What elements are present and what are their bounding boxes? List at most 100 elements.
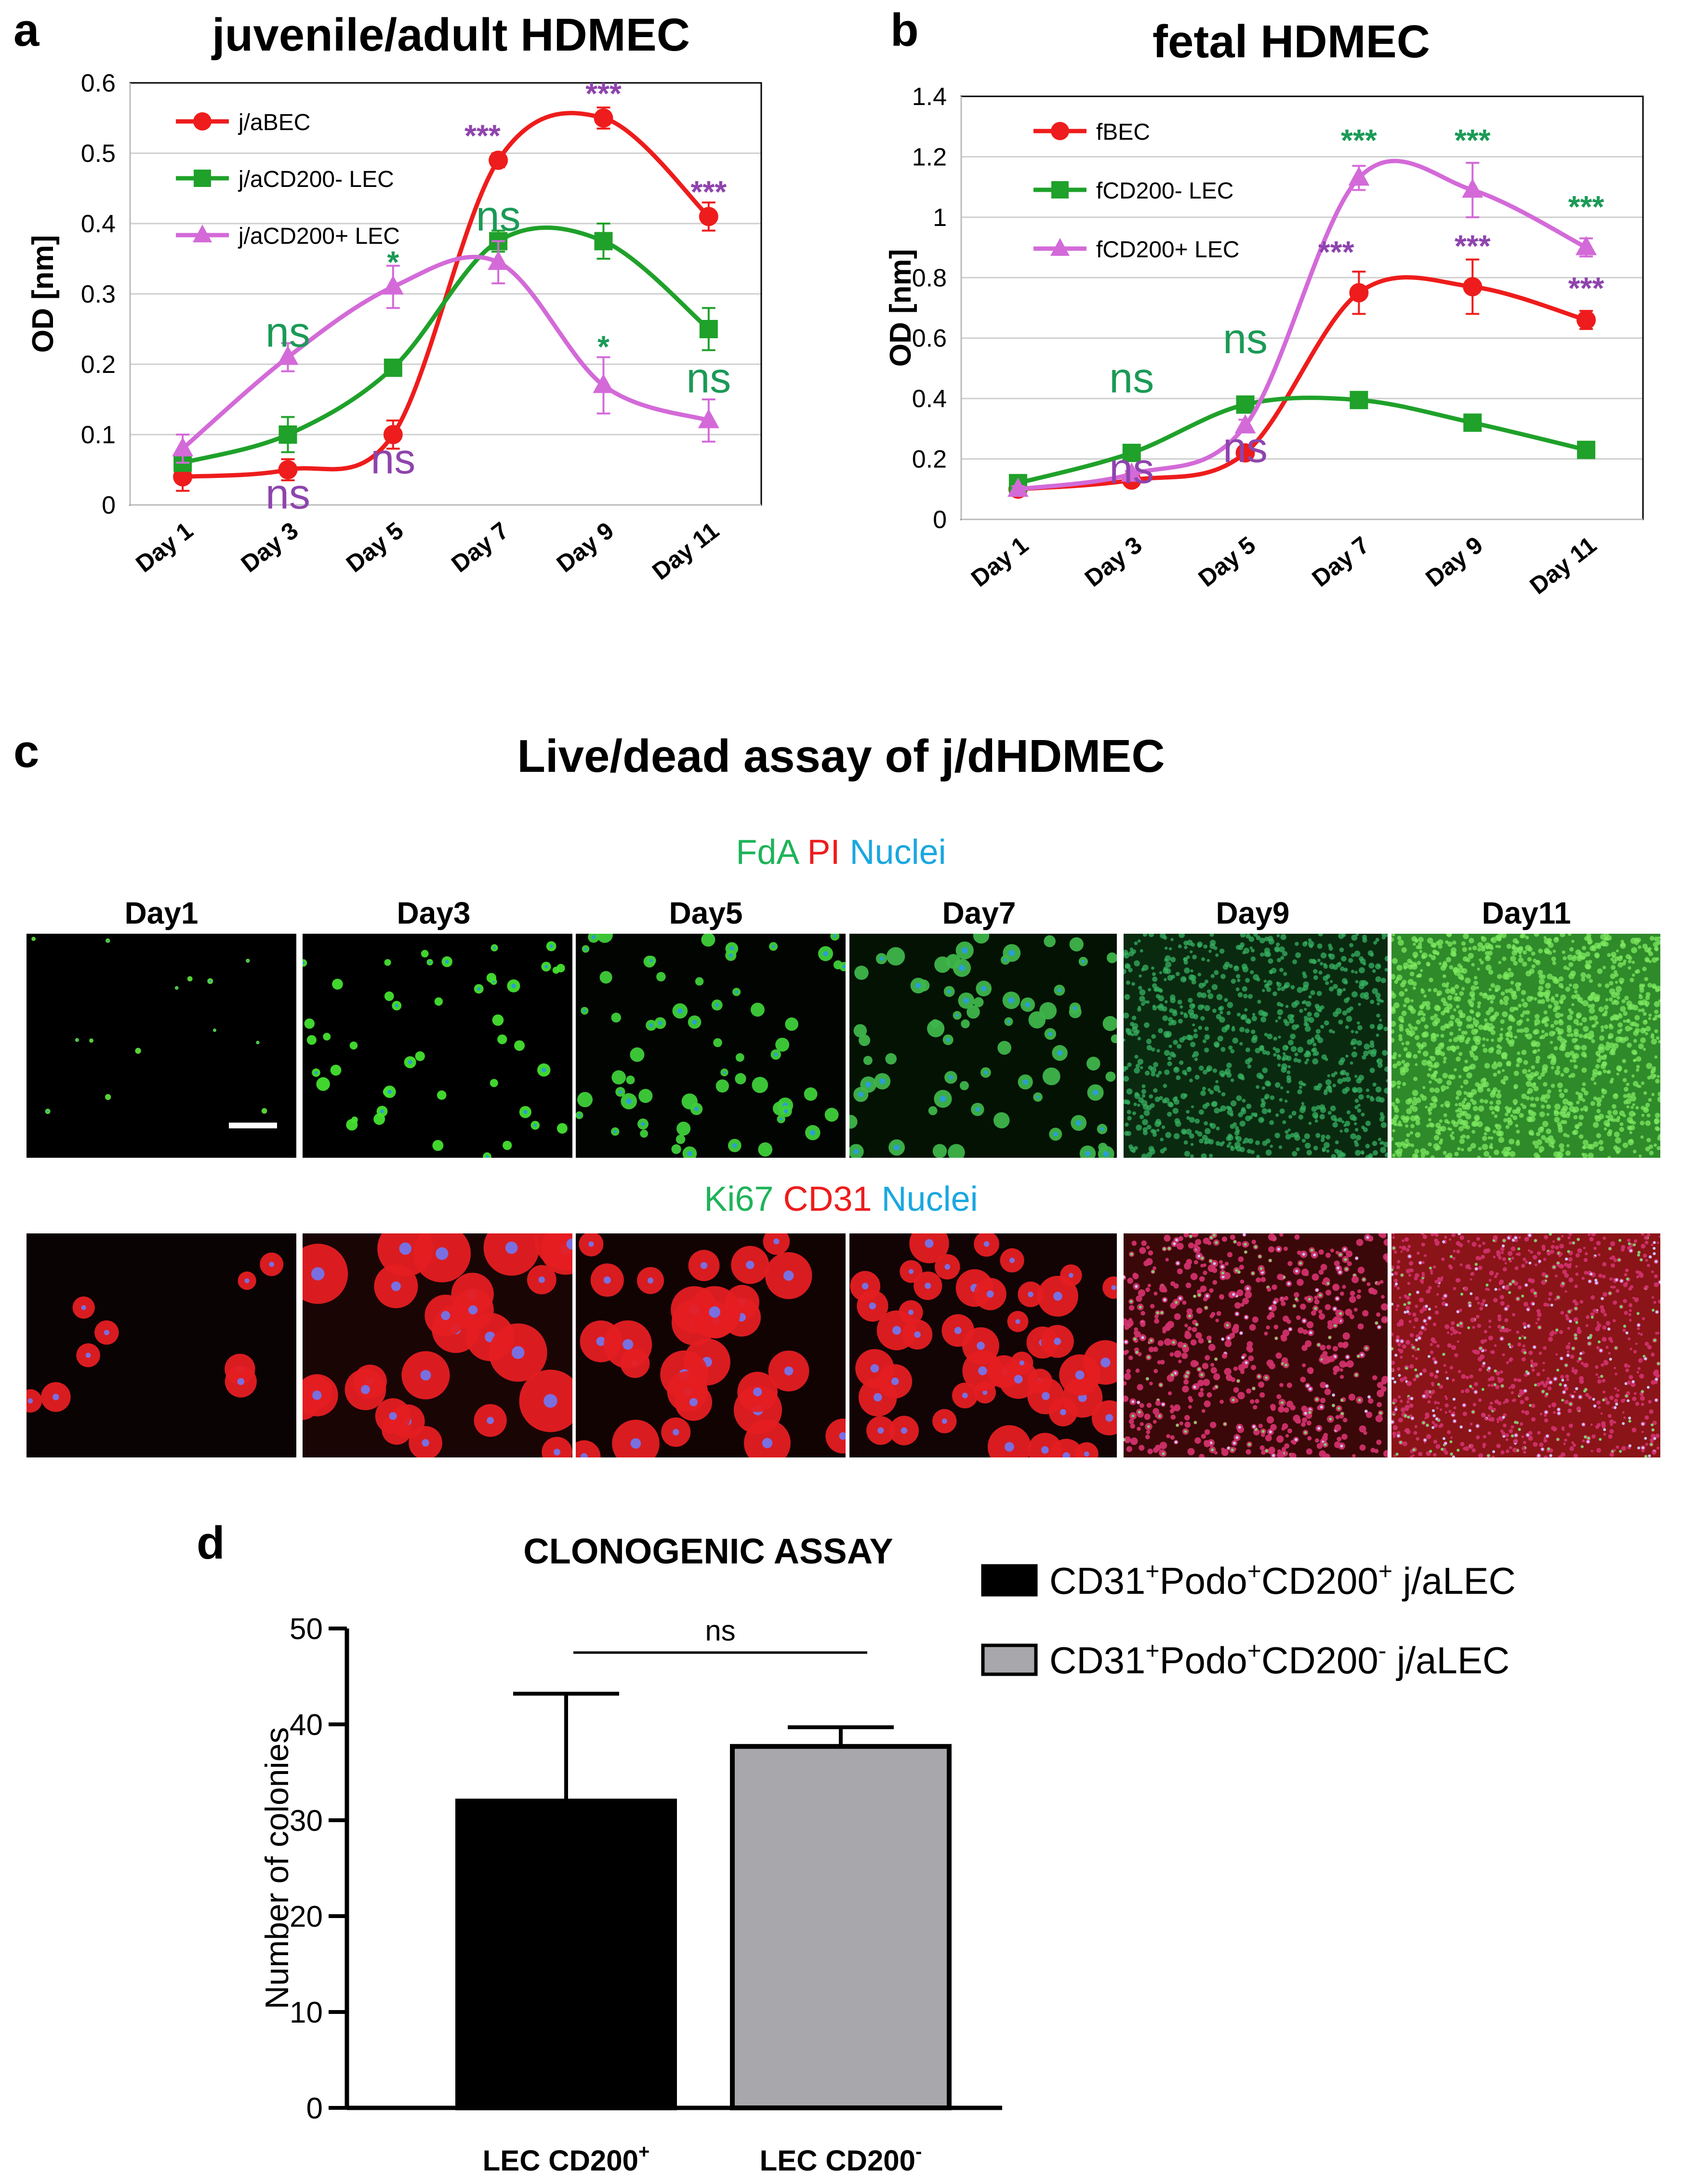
cell-mark — [1404, 997, 1410, 1004]
cell-mark — [1444, 1100, 1450, 1107]
cell-mark — [1433, 1135, 1440, 1140]
cell-mark — [1547, 1386, 1552, 1390]
nucleus-mark — [1197, 1255, 1201, 1258]
cell-mark — [1571, 940, 1575, 943]
cell-mark — [1284, 1443, 1290, 1449]
cell-mark — [1518, 957, 1524, 963]
nucleus-mark — [1179, 1297, 1182, 1300]
cell-mark — [1273, 1036, 1277, 1041]
cell-mark — [1356, 1294, 1361, 1299]
cell-mark — [1197, 941, 1203, 947]
data-point — [699, 207, 718, 226]
cell-mark — [1245, 1018, 1251, 1024]
nucleus-mark — [1150, 1339, 1153, 1342]
cell-mark — [1547, 1089, 1551, 1094]
cell-mark — [1631, 1428, 1637, 1432]
cell-mark — [1261, 1108, 1268, 1114]
cell-mark — [1152, 983, 1157, 989]
cell-mark — [1607, 1156, 1611, 1158]
cell-mark — [1429, 1395, 1432, 1399]
cell-mark — [1186, 1116, 1190, 1120]
cell-mark — [1603, 1005, 1609, 1010]
cell-mark — [1150, 1103, 1155, 1108]
cell-mark — [1518, 951, 1522, 955]
cell-mark — [1473, 1055, 1479, 1061]
cell-mark — [1482, 1242, 1485, 1245]
nucleus-mark — [1484, 1304, 1488, 1307]
cell-mark — [1573, 1053, 1579, 1059]
cell-mark — [1626, 1093, 1632, 1099]
cell-mark — [1413, 942, 1416, 946]
nucleus-mark — [1133, 1337, 1137, 1341]
cell-mark — [1211, 1311, 1216, 1316]
cell-mark — [1311, 1106, 1317, 1112]
cell-mark — [1429, 1087, 1435, 1093]
cell-mark — [1640, 1027, 1646, 1034]
cell-mark — [1512, 991, 1517, 994]
cell-mark — [1552, 950, 1556, 953]
cell-mark — [1482, 1044, 1485, 1047]
cell-mark — [1645, 1026, 1651, 1032]
cell-mark — [1286, 1382, 1292, 1388]
cell-mark — [1355, 1135, 1362, 1140]
y-tick-label: 1.2 — [912, 143, 947, 171]
cell-mark — [1654, 1029, 1658, 1033]
cell-mark — [1210, 940, 1216, 946]
cell-mark — [1566, 1025, 1572, 1030]
cell-mark — [1645, 992, 1651, 997]
cell-mark — [1580, 953, 1587, 959]
cell-mark — [1143, 1110, 1150, 1116]
cell-mark — [1513, 1085, 1517, 1089]
cell-mark — [1139, 1444, 1145, 1451]
cell-mark — [1327, 1324, 1333, 1330]
cell-mark — [1152, 1132, 1157, 1137]
cell-mark — [1404, 1062, 1410, 1067]
nucleus-mark — [1277, 1247, 1280, 1251]
legend-label: fBEC — [1096, 119, 1150, 145]
cell-mark — [1124, 1350, 1128, 1355]
cell-mark — [1138, 986, 1142, 990]
cell-mark — [1349, 1314, 1354, 1320]
cell-mark — [1543, 1010, 1548, 1015]
cell-mark — [1449, 965, 1454, 970]
cell-mark — [1477, 942, 1483, 948]
cell-mark — [1598, 1139, 1603, 1145]
cell-mark — [611, 1070, 626, 1085]
data-point — [1576, 310, 1596, 330]
cell-mark — [1157, 1360, 1162, 1364]
nucleus-mark — [1004, 1442, 1014, 1452]
cell-mark — [1302, 1363, 1306, 1367]
cell-mark — [1158, 1028, 1163, 1033]
cell-mark — [1259, 1445, 1265, 1451]
nucleus-mark — [1444, 1294, 1447, 1297]
cell-mark — [349, 1041, 358, 1050]
cell-mark — [1478, 1257, 1482, 1260]
cell-mark — [1524, 1237, 1529, 1242]
cell-mark — [1544, 1235, 1549, 1240]
cell-mark — [1396, 1335, 1400, 1339]
nucleus-mark — [1501, 1326, 1505, 1329]
cell-mark — [1350, 1290, 1355, 1296]
cell-mark — [1262, 989, 1265, 993]
cell-mark — [1126, 1131, 1132, 1136]
cell-mark — [1332, 1346, 1338, 1351]
cell-mark — [1154, 1314, 1159, 1319]
cell-mark — [1527, 1306, 1530, 1309]
cell-mark — [1608, 997, 1613, 1002]
cell-mark — [1602, 1337, 1607, 1342]
nucleus-mark — [753, 1387, 762, 1397]
nucleus-mark — [47, 1110, 49, 1112]
nucleus-mark — [1036, 1095, 1040, 1099]
cell-mark — [1517, 1342, 1522, 1347]
y-tick-label: 0.8 — [912, 264, 947, 292]
nucleus-mark — [1159, 1383, 1163, 1387]
cell-mark — [1451, 1120, 1456, 1125]
nucleus-mark — [1243, 1233, 1246, 1236]
cell-mark — [1554, 1331, 1557, 1335]
cell-mark — [1559, 1330, 1563, 1335]
cell-mark — [1249, 1115, 1253, 1120]
nucleus-mark — [1646, 1386, 1650, 1389]
cell-mark — [1197, 1131, 1203, 1137]
cell-mark — [1573, 954, 1577, 959]
cell-mark — [1533, 1442, 1538, 1447]
